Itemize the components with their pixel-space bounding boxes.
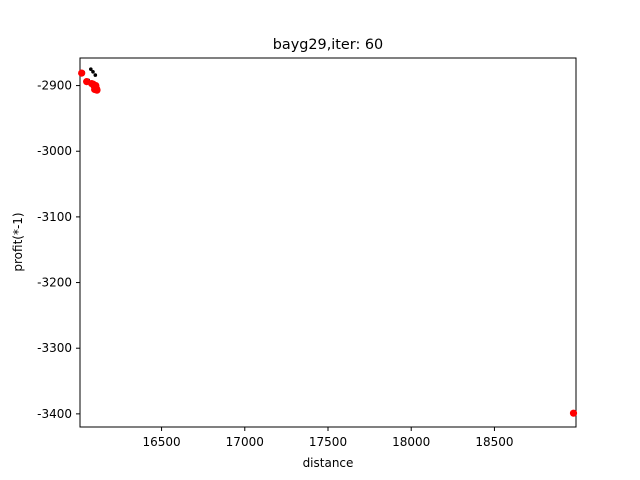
y-axis-label: profit(*-1)	[11, 212, 25, 271]
front-point	[78, 69, 86, 77]
y-tick-label: -2900	[37, 79, 72, 93]
y-tick-label: -3100	[37, 210, 72, 224]
y-tick-label: -3200	[37, 276, 72, 290]
population-point	[93, 73, 98, 77]
chart-title: bayg29,iter: 60	[273, 37, 383, 53]
front-point	[91, 85, 99, 94]
population-point	[91, 69, 95, 74]
x-axis-ticks: 16500 17000 17500 18000 18500	[142, 427, 514, 449]
x-tick-label: 18000	[392, 435, 430, 449]
x-tick-label: 18500	[475, 435, 513, 449]
y-axis-ticks: -2900 -3000 -3100 -3200 -3300 -3400	[37, 79, 80, 421]
population-point	[89, 67, 93, 71]
y-tick-label: -3400	[37, 407, 72, 421]
y-tick-label: -3300	[37, 341, 72, 355]
front-point	[569, 409, 578, 417]
y-tick-label: -3000	[37, 144, 72, 158]
x-tick-label: 16500	[142, 435, 180, 449]
x-axis-label: distance	[303, 456, 354, 470]
x-tick-label: 17000	[226, 435, 264, 449]
points-layer	[78, 67, 578, 417]
x-tick-label: 17500	[309, 435, 347, 449]
